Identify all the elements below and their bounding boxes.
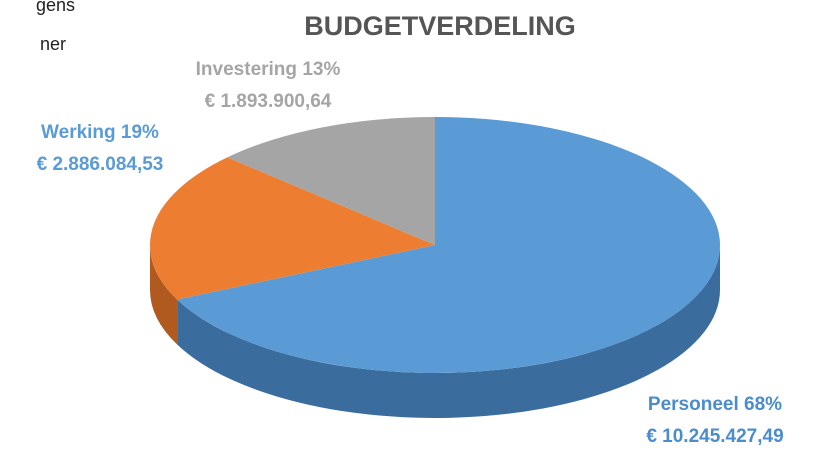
percent-label: 68% [744, 394, 782, 415]
pie-side [177, 245, 721, 419]
category-name: Personeel [648, 394, 739, 415]
pie-slice [227, 117, 435, 245]
data-label: Investering 13% [196, 59, 341, 80]
chart-title: BUDGETVERDELING [304, 11, 576, 41]
pie-tops [150, 117, 720, 373]
pie-slice [177, 117, 720, 373]
pie-sides [150, 245, 721, 419]
amount-label: € 2.886.084,53 [37, 154, 164, 175]
text-fragment: ner [40, 34, 66, 54]
category-name: Investering [196, 59, 297, 80]
data-label: Werking 19% [41, 122, 159, 143]
labels: Personeel 68% € 10.245.427,49 Werking 19% €… [37, 59, 784, 447]
category-name: Werking [41, 122, 116, 143]
percent-label: 19% [121, 122, 159, 143]
amount-label: € 10.245.427,49 [646, 426, 783, 447]
percent-label: 13% [302, 59, 340, 80]
data-label: Personeel 68% [648, 394, 782, 415]
amount-label: € 1.893.900,64 [205, 91, 332, 112]
text-fragment: gens [36, 0, 75, 15]
pie-slice [150, 157, 435, 300]
pie-side [150, 245, 178, 345]
